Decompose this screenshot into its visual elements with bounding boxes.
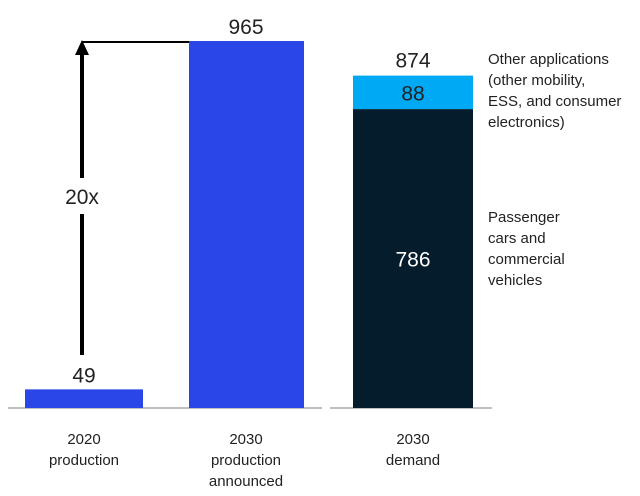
bar-value-label-0: 49 xyxy=(72,364,95,387)
category-label-0-line-0: 2020 xyxy=(67,431,100,448)
bar-value-label-1: 965 xyxy=(228,16,263,39)
segment-label-other-line-0: Other applications xyxy=(488,51,609,68)
segment-label-other-line-1: (other mobility, xyxy=(488,72,585,89)
growth-annotation-bg xyxy=(50,178,112,214)
segment-label-other-line-2: ESS, and consumer xyxy=(488,93,621,110)
category-label-2-line-0: 2030 xyxy=(396,431,429,448)
segment-value-label-passenger: 786 xyxy=(395,249,430,272)
segment-label-passenger-line-0: Passenger xyxy=(488,209,560,226)
bar-1-segment-0 xyxy=(189,41,304,408)
segment-label-passenger-line-3: vehicles xyxy=(488,272,542,289)
category-label-2-line-1: demand xyxy=(386,452,440,469)
segment-value-label-other: 88 xyxy=(401,82,424,105)
category-label-1-line-2: announced xyxy=(209,473,283,490)
bar-2-segment-1 xyxy=(353,75,473,110)
segment-label-other-line-3: electronics) xyxy=(488,114,565,131)
growth-annotation: 20x xyxy=(65,186,99,209)
category-label-1-line-0: 2030 xyxy=(229,431,262,448)
bar-2-segment-0 xyxy=(353,109,473,408)
segment-label-passenger-line-2: commercial xyxy=(488,251,565,268)
bar-0-segment-0 xyxy=(25,389,143,408)
category-label-0-line-1: production xyxy=(49,452,119,469)
segment-label-passenger-line-1: cars and xyxy=(488,230,546,247)
growth-arrow-head xyxy=(75,40,89,55)
bar-total-label-2: 874 xyxy=(395,50,430,73)
category-label-1-line-1: production xyxy=(211,452,281,469)
